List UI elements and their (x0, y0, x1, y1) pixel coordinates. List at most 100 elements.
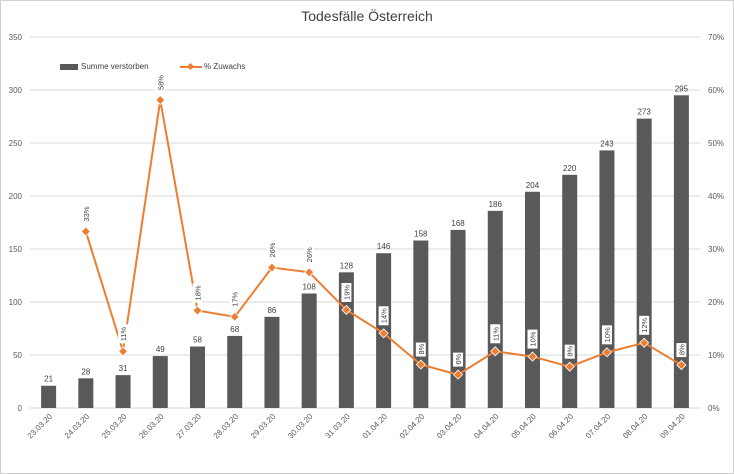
x-tick-label: 29.03.20 (249, 412, 278, 441)
line-point (490, 346, 501, 357)
line-point (192, 305, 203, 316)
pct-value-label: 10% (529, 331, 538, 346)
line-point (117, 346, 129, 357)
pct-value-label: 6% (454, 353, 463, 364)
x-tick-label: 01.04.20 (361, 412, 390, 441)
legend-line-label: % Zuwachs (204, 62, 246, 71)
bar (673, 95, 689, 409)
line-point (601, 347, 613, 358)
y-left-tick-label: 250 (9, 139, 23, 148)
bar (413, 240, 429, 408)
line-point (378, 328, 389, 339)
pct-value-label: 26% (305, 247, 314, 262)
x-tick-label: 04.04.20 (472, 412, 501, 441)
pct-label-bg (229, 289, 240, 309)
bar-value-label: 108 (302, 283, 316, 292)
pct-label-bg (80, 204, 91, 224)
y-left-tick-label: 50 (13, 351, 22, 360)
legend-line-swatch (180, 63, 202, 71)
bar-value-label: 86 (267, 306, 276, 315)
y-left-tick-label: 0 (18, 404, 23, 413)
bar-value-label: 273 (637, 108, 651, 117)
pct-label-bg (676, 343, 687, 358)
x-tick-label: 28.03.20 (212, 412, 241, 441)
pct-value-label: 14% (380, 308, 389, 323)
line-point (341, 304, 352, 316)
bar-value-label: 28 (81, 367, 90, 376)
bar (227, 335, 243, 408)
bar-value-label: 128 (340, 261, 354, 270)
pct-label-bg (601, 325, 612, 345)
y-right-tick-label: 0% (708, 404, 720, 413)
pct-value-label: 33% (82, 206, 91, 221)
legend-bar-swatch (60, 63, 78, 70)
x-tick-label: 30.03.20 (286, 412, 315, 441)
pct-label-bg (341, 282, 352, 302)
pct-label-bg (415, 342, 426, 357)
bar (78, 378, 94, 408)
y-right-tick-label: 10% (708, 351, 724, 360)
bar-value-label: 220 (563, 164, 577, 173)
pct-value-label: 19% (342, 285, 351, 300)
bar (636, 118, 652, 409)
pct-label-bg (527, 329, 538, 349)
line-point (266, 262, 278, 273)
bar (152, 356, 168, 408)
bar (525, 191, 540, 408)
bar-value-label: 31 (119, 364, 128, 373)
line-point (415, 359, 426, 370)
pct-label-bg (192, 283, 203, 303)
x-tick-label: 09.04.20 (658, 412, 687, 441)
x-tick-label: 23.03.20 (26, 412, 55, 441)
pct-label-bg (490, 324, 501, 344)
y-right-tick-label: 40% (708, 192, 724, 201)
bar-value-label: 168 (451, 219, 465, 228)
line-point (229, 311, 240, 322)
pct-value-label: 11% (491, 327, 500, 342)
bar (264, 316, 280, 408)
x-tick-label: 08.04.20 (621, 412, 650, 441)
pct-label-bg (378, 306, 389, 326)
bar-value-label: 21 (44, 375, 53, 384)
pct-label-bg (266, 240, 277, 260)
chart-title: Todesfälle Österreich (301, 8, 433, 24)
pct-label-bg (453, 352, 464, 367)
bar-value-label: 158 (414, 230, 428, 239)
line-point (564, 361, 575, 372)
bar (599, 150, 615, 409)
line-point (527, 351, 538, 362)
x-tick-label: 05.04.20 (510, 412, 539, 441)
pct-value-label: 12% (640, 317, 649, 332)
pct-value-label: 18% (194, 285, 203, 300)
legend-bar-label: Summe verstorben (81, 62, 149, 71)
pct-value-label: 26% (268, 242, 277, 257)
y-left-tick-label: 150 (9, 245, 23, 254)
x-tick-label: 24.03.20 (63, 412, 92, 441)
line-point (304, 267, 315, 278)
bar-value-label: 295 (675, 84, 689, 93)
bar (562, 174, 578, 408)
x-tick-label: 07.04.20 (584, 412, 613, 441)
y-left-tick-label: 300 (9, 86, 23, 95)
line-point (452, 369, 464, 380)
x-tick-label: 06.04.20 (547, 412, 576, 441)
bar (301, 293, 317, 408)
bar-value-label: 186 (489, 200, 503, 209)
x-tick-label: 25.03.20 (100, 412, 129, 441)
y-left-tick-label: 350 (9, 33, 23, 42)
x-tick-label: 31.03.20 (323, 412, 352, 441)
bar-value-label: 243 (600, 139, 614, 148)
y-left-tick-label: 100 (9, 298, 23, 307)
legend-item-bars: Summe verstorben (60, 62, 149, 71)
y-left-tick-label: 200 (9, 192, 23, 201)
x-tick-label: 02.04.20 (398, 412, 427, 441)
bar-value-label: 68 (230, 325, 239, 334)
x-tick-label: 03.04.20 (435, 412, 464, 441)
y-right-tick-label: 30% (708, 245, 724, 254)
pct-value-label: 10% (603, 327, 612, 342)
pct-value-label: 58% (156, 75, 165, 90)
bar-value-label: 204 (526, 181, 540, 190)
x-tick-label: 26.03.20 (137, 412, 166, 441)
pct-label-bg (118, 324, 129, 344)
